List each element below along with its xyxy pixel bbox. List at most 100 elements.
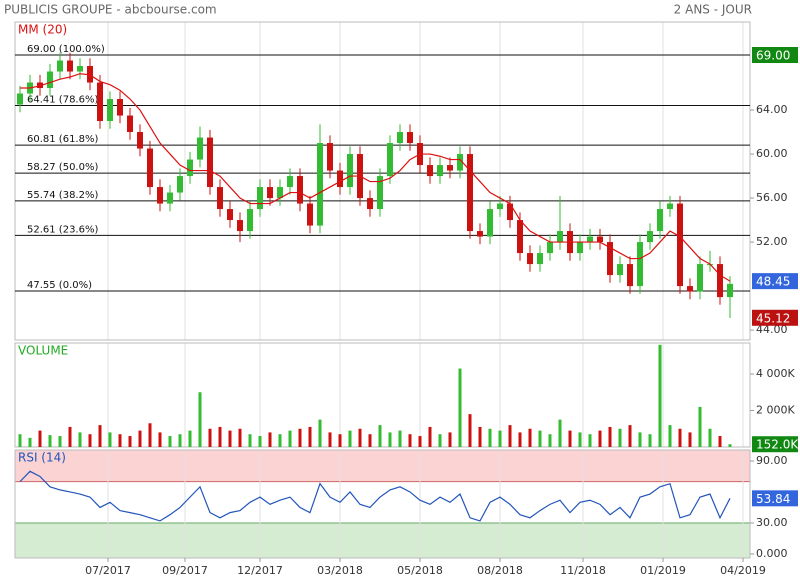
volume-bar: [268, 432, 272, 447]
volume-bar: [698, 406, 702, 447]
candle-body: [727, 283, 733, 298]
value-marker-label: 45.12: [756, 311, 790, 325]
volume-bar: [618, 428, 622, 447]
level-label: 60.81 (61.8%): [27, 134, 98, 145]
candle-body: [457, 154, 463, 171]
level-label: 58.27 (50.0%): [27, 162, 98, 173]
candle-body: [327, 143, 333, 171]
y-tick-label: 64.00: [756, 103, 788, 116]
candle-body: [387, 143, 393, 177]
candle-body: [397, 132, 403, 144]
volume-bar: [98, 425, 102, 447]
candle-body: [637, 242, 643, 287]
volume-bar: [358, 428, 362, 447]
volume-bar: [468, 414, 472, 447]
volume-bar: [558, 419, 562, 447]
level-label: 55.74 (38.2%): [27, 190, 98, 201]
volume-bar: [668, 425, 672, 447]
y-tick-label: 2 000K: [756, 404, 795, 417]
volume-bar: [18, 434, 22, 447]
volume-bar: [328, 432, 332, 447]
candle-body: [687, 286, 693, 292]
value-marker: [752, 309, 798, 326]
volume-bar: [398, 430, 402, 447]
candle-body: [597, 236, 603, 243]
candle-body: [137, 132, 143, 149]
candle-body: [207, 137, 213, 188]
volume-bar: [368, 434, 372, 447]
candle-body: [627, 264, 633, 287]
volume-bar: [518, 432, 522, 447]
candle-body: [247, 209, 253, 232]
volume-bar: [88, 434, 92, 447]
volume-bar: [348, 430, 352, 447]
volume-bar: [718, 436, 722, 447]
candle-body: [197, 137, 203, 160]
volume-bar: [658, 344, 662, 447]
panel-frame: [14, 449, 751, 559]
panel-title: MM (20): [18, 23, 67, 37]
volume-bar: [198, 392, 202, 447]
panel-title: VOLUME: [18, 344, 68, 358]
candle-body: [17, 93, 23, 105]
volume-bar: [528, 428, 532, 447]
volume-bar: [148, 423, 152, 447]
volume-bar: [608, 426, 612, 447]
y-tick-label: 30.00: [756, 516, 788, 529]
volume-bar: [628, 425, 632, 447]
candle-body: [657, 209, 663, 232]
chart-source: PUBLICIS GROUPE - abcbourse.com: [4, 3, 217, 17]
candle-body: [147, 148, 153, 188]
candle-body: [507, 203, 513, 221]
volume-bar: [638, 432, 642, 447]
volume-bar: [448, 432, 452, 447]
candle-body: [127, 115, 133, 133]
candle-body: [647, 231, 653, 243]
x-tick-label: 08/2018: [477, 564, 523, 577]
panel-frame: [14, 21, 751, 341]
candle-body: [427, 165, 433, 177]
value-marker: [752, 490, 798, 507]
panel-frame: [14, 342, 751, 448]
value-marker-label: 69.00: [756, 49, 790, 63]
volume-bar: [158, 432, 162, 447]
volume-bar: [38, 430, 42, 447]
y-tick-label: 60.00: [756, 147, 788, 160]
volume-bar: [318, 419, 322, 447]
candle-body: [47, 71, 53, 89]
volume-bar: [678, 428, 682, 447]
volume-bar: [338, 434, 342, 447]
volume-bar: [548, 434, 552, 447]
candle-body: [487, 209, 493, 237]
candle-body: [467, 154, 473, 232]
value-marker: [752, 47, 798, 64]
candle-body: [677, 203, 683, 287]
y-tick-label: 4 000K: [756, 367, 795, 380]
volume-bar: [418, 436, 422, 447]
volume-bar: [588, 434, 592, 447]
value-marker-label: 48.45: [756, 275, 790, 289]
candle-body: [177, 176, 183, 193]
oversold-zone: [15, 522, 750, 558]
volume-bar: [258, 436, 262, 447]
candle-body: [67, 60, 73, 72]
volume-bar: [648, 434, 652, 447]
volume-bar: [48, 435, 52, 447]
candle-body: [307, 203, 313, 226]
volume-bar: [388, 432, 392, 447]
x-tick-label: 05/2018: [397, 564, 443, 577]
x-tick-label: 07/2017: [85, 564, 131, 577]
value-marker-label: 152.0K: [756, 438, 799, 452]
candle-body: [717, 264, 723, 298]
volume-bar: [598, 430, 602, 447]
volume-bar: [578, 432, 582, 447]
candle-body: [547, 242, 553, 254]
candle-body: [347, 154, 353, 188]
value-marker: [752, 273, 798, 290]
volume-bar: [458, 368, 462, 447]
candle-body: [217, 187, 223, 210]
volume-bar: [438, 434, 442, 447]
candle-body: [97, 82, 103, 122]
volume-bar: [428, 426, 432, 447]
